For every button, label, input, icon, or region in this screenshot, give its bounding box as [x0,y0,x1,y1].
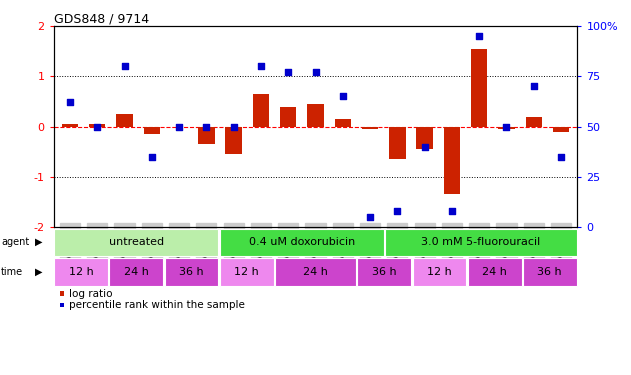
Point [201,124,211,130]
Bar [553,127,569,132]
Text: time: time [1,267,23,277]
Point [256,63,266,69]
Bar [444,127,460,194]
Point [502,124,512,130]
Bar [116,114,133,127]
Text: ▶: ▶ [35,237,42,247]
Bar [89,124,105,127]
Bar [416,127,433,149]
Text: 12 h: 12 h [234,267,259,277]
Point [65,99,75,105]
Text: 24 h: 24 h [482,267,507,277]
Point [556,154,566,160]
Text: 36 h: 36 h [372,267,397,277]
Bar [307,104,324,127]
Point [474,33,484,39]
Bar [498,127,515,129]
Point [310,69,321,75]
Point [283,69,293,75]
Bar [280,106,297,127]
Text: GDS848 / 9714: GDS848 / 9714 [54,12,149,25]
Text: log ratio: log ratio [69,289,113,298]
Bar [471,49,487,127]
Point [447,208,457,214]
Text: 12 h: 12 h [69,267,93,277]
Text: agent: agent [1,237,30,247]
Text: untreated: untreated [109,237,164,247]
Bar [362,127,378,129]
Text: percentile rank within the sample: percentile rank within the sample [69,300,245,310]
Bar [526,117,542,127]
Point [392,208,403,214]
Bar [225,127,242,154]
Bar [62,124,78,127]
Bar [198,127,215,144]
Point [228,124,239,130]
Text: 3.0 mM 5-fluorouracil: 3.0 mM 5-fluorouracil [422,237,541,247]
Text: 0.4 uM doxorubicin: 0.4 uM doxorubicin [249,237,355,247]
Bar [253,94,269,127]
Point [529,84,539,90]
Text: ▶: ▶ [35,267,42,277]
Text: 36 h: 36 h [179,267,204,277]
Text: 24 h: 24 h [303,267,328,277]
Text: 12 h: 12 h [427,267,452,277]
Point [338,93,348,99]
Bar [389,127,406,159]
Text: 24 h: 24 h [124,267,149,277]
Point [420,144,430,150]
Bar [144,127,160,134]
Point [119,63,129,69]
Point [365,214,375,220]
Point [174,124,184,130]
Point [92,124,102,130]
Bar [334,119,351,127]
Point [147,154,157,160]
Text: 36 h: 36 h [538,267,562,277]
